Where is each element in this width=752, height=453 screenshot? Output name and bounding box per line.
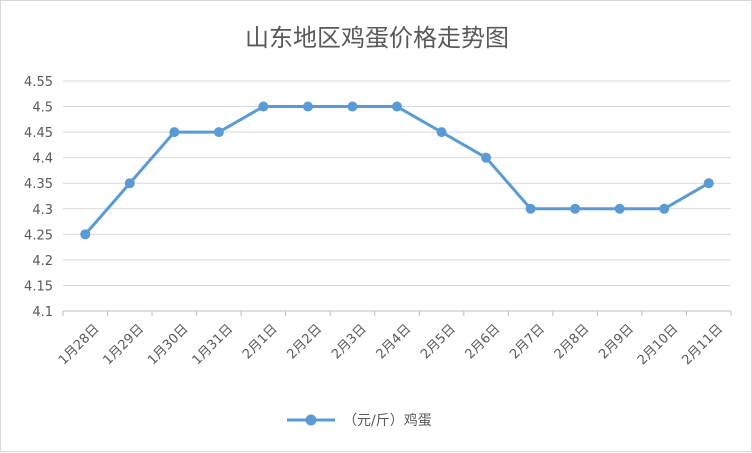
y-tick-label: 4.35 — [24, 177, 53, 192]
data-point — [258, 101, 269, 112]
series-line — [83, 105, 711, 236]
grid-layer — [63, 80, 731, 312]
legend-marker-icon — [305, 414, 317, 426]
x-tick-label: 2月1日 — [240, 322, 281, 363]
chart-title: 山东地区鸡蛋价格走势图 — [245, 24, 509, 52]
legend-label: （元/斤）鸡蛋 — [343, 412, 432, 429]
x-tick-label: 2月2日 — [285, 322, 326, 363]
data-point — [80, 229, 91, 240]
y-tick-label: 4.4 — [32, 152, 53, 167]
y-tick-label: 4.2 — [32, 254, 53, 269]
data-point — [302, 101, 313, 112]
x-tick-label: 1月31日 — [190, 322, 237, 369]
x-tick-label: 2月7日 — [507, 322, 548, 363]
data-point — [392, 101, 402, 112]
legend: （元/斤）鸡蛋 — [287, 412, 432, 429]
x-tick-label: 2月4日 — [374, 322, 415, 363]
data-point — [659, 203, 670, 214]
y-tick-label: 4.25 — [24, 228, 53, 243]
data-point — [703, 178, 714, 189]
data-point — [525, 203, 536, 214]
data-point — [124, 178, 135, 189]
data-point — [169, 127, 180, 138]
y-tick-label: 4.15 — [24, 279, 53, 294]
x-tick-label: 2月6日 — [463, 322, 504, 363]
series-layer — [80, 101, 714, 240]
x-tick-label: 2月8日 — [552, 322, 593, 363]
x-tick-label: 2月5日 — [418, 322, 459, 363]
y-tick-label: 4.45 — [24, 126, 53, 141]
y-tick-label: 4.3 — [32, 203, 53, 218]
data-point — [213, 127, 224, 138]
x-tick-label: 1月30日 — [145, 322, 192, 369]
data-point — [614, 203, 625, 214]
y-axis-ticks: 4.1 4.15 4.2 4.25 4.3 4.35 4.4 4.45 4.5 4.55 — [24, 75, 53, 320]
y-tick-label: 4.1 — [32, 305, 53, 320]
x-tick-label: 2月3日 — [329, 322, 370, 363]
data-point — [481, 152, 492, 163]
x-tick-label: 2月11日 — [679, 322, 726, 369]
x-tick-label: 2月9日 — [596, 322, 637, 363]
y-tick-label: 4.55 — [24, 75, 53, 90]
data-point — [347, 101, 358, 112]
x-tick-label: 1月29日 — [101, 322, 148, 369]
y-tick-label: 4.5 — [32, 101, 53, 116]
x-tick-label: 1月28日 — [56, 322, 103, 369]
data-point — [570, 203, 581, 214]
x-tick-label: 2月10日 — [635, 322, 682, 369]
data-point — [436, 127, 447, 138]
